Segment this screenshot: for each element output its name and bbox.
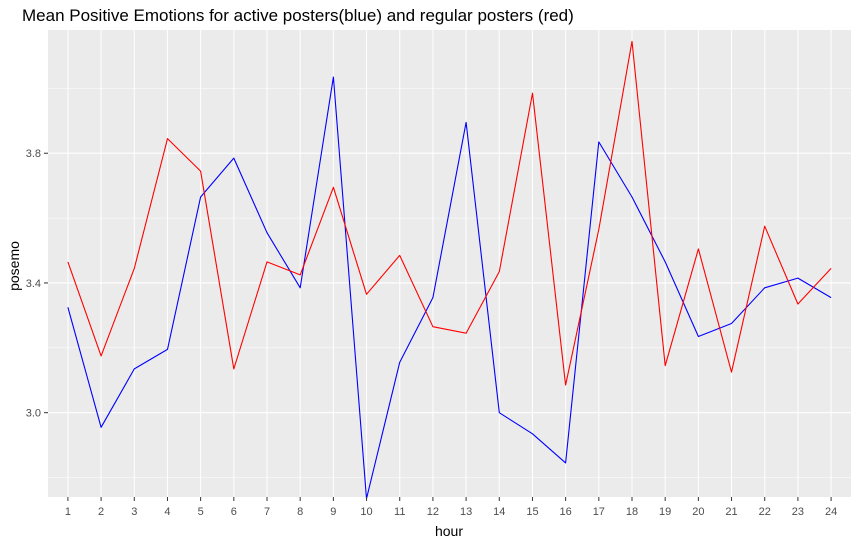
plot-panel [48, 30, 851, 497]
x-tick-label: 15 [526, 506, 538, 518]
minor-gridlines [48, 88, 851, 478]
x-tick-label: 2 [98, 506, 104, 518]
x-tick-label: 9 [330, 506, 336, 518]
x-tick-label: 22 [759, 506, 771, 518]
x-tick-label: 1 [65, 506, 71, 518]
x-tick-label: 13 [460, 506, 472, 518]
x-tick-label: 18 [626, 506, 638, 518]
x-tick-label: 21 [725, 506, 737, 518]
x-tick-label: 3 [131, 506, 137, 518]
x-tick-label: 7 [264, 506, 270, 518]
x-tick-label: 23 [792, 506, 804, 518]
y-axis-title: posemo [6, 241, 22, 291]
y-tick-label: 3.0 [26, 408, 41, 420]
x-tick-label: 17 [593, 506, 605, 518]
x-tick-label: 12 [427, 506, 439, 518]
series-line-1 [67, 40, 832, 386]
y-tick-label: 3.8 [26, 148, 41, 160]
x-tick-label: 8 [297, 506, 303, 518]
x-tick-label: 10 [360, 506, 372, 518]
series-line-0 [67, 76, 832, 500]
x-axis-title: hour [435, 523, 463, 539]
y-axis: 3.0 3.4 3.8 [26, 148, 48, 420]
x-tick-label: 19 [659, 506, 671, 518]
chart-title: Mean Positive Emotions for active poster… [22, 6, 574, 25]
x-tick-label: 11 [394, 506, 405, 518]
x-axis: 1 2 3 4 5 6 7 8 9 10 11 12 13 14 15 16 17 18 19 20 21 22 23 24 [65, 497, 837, 518]
x-tick-label: 14 [493, 506, 505, 518]
x-tick-label: 16 [560, 506, 572, 518]
x-tick-label: 24 [825, 506, 837, 518]
major-gridlines [48, 30, 851, 497]
x-tick-label: 4 [164, 506, 170, 518]
x-tick-label: 5 [198, 506, 204, 518]
x-tick-label: 6 [231, 506, 237, 518]
x-tick-label: 20 [692, 506, 704, 518]
series-layer [67, 40, 832, 500]
y-tick-label: 3.4 [26, 278, 41, 290]
